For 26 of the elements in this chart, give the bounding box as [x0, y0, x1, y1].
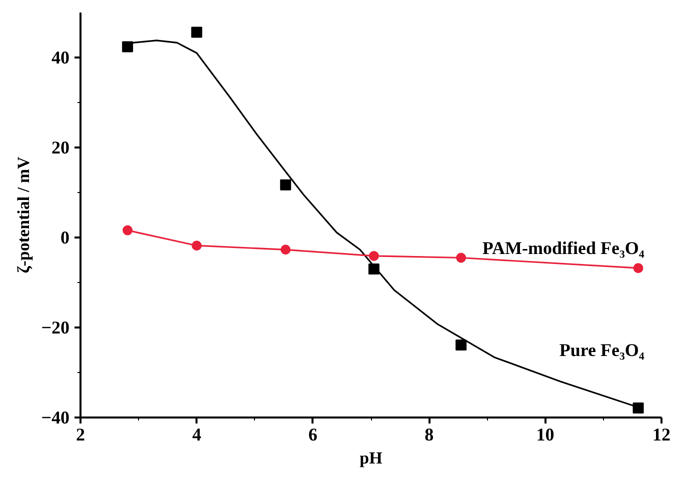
point	[122, 225, 133, 236]
point	[191, 26, 202, 38]
series-label: PAM-modified Fe₃O₄	[482, 238, 645, 258]
point	[368, 250, 379, 261]
text: Pure Fe₃O₄	[559, 340, 645, 360]
point	[456, 340, 467, 351]
x-tick-label: 2	[76, 424, 85, 444]
y-tick-label: 0	[60, 228, 70, 248]
x-tick-label: 6	[308, 424, 318, 444]
point	[456, 252, 466, 263]
x-axis-title: pH	[360, 448, 382, 468]
point	[192, 240, 202, 251]
point	[280, 244, 291, 255]
x-tick-label: 4	[192, 424, 202, 444]
point	[633, 263, 644, 274]
y-axis-title: ζ-potential / mV	[14, 156, 34, 274]
x-tick-label: 10	[536, 424, 554, 444]
y-tick-label: −20	[41, 318, 70, 338]
x-tick-label: 12	[652, 424, 670, 444]
point	[632, 402, 644, 414]
y-tick-label: 20	[52, 138, 70, 158]
y-tick-label: 40	[52, 48, 70, 68]
point	[280, 179, 292, 190]
x-tick-label: 8	[424, 424, 434, 444]
y-tick-label: −40	[41, 408, 70, 428]
point	[122, 41, 134, 52]
